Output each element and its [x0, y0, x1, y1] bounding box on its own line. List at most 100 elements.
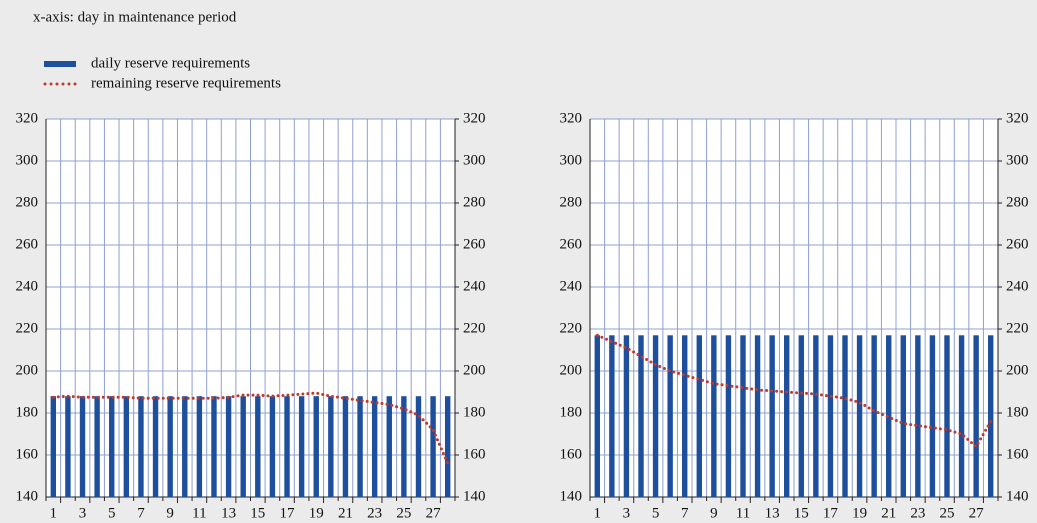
- y2-tick-label: 280: [463, 194, 486, 210]
- bar: [638, 335, 644, 497]
- y2-tick-label: 220: [1006, 320, 1029, 336]
- bar: [988, 335, 994, 497]
- bar: [284, 396, 290, 497]
- x-tick-label: 15: [250, 505, 265, 521]
- bar: [94, 396, 100, 497]
- bar: [944, 335, 950, 497]
- x-tick-label: 23: [367, 505, 382, 521]
- bar: [357, 396, 363, 497]
- y2-tick-label: 320: [463, 110, 486, 126]
- x-tick-label: 21: [338, 505, 353, 521]
- legend-label: remaining reserve requirements: [91, 75, 281, 91]
- x-tick-label: 21: [881, 505, 896, 521]
- bar: [123, 396, 130, 497]
- bar: [827, 335, 834, 497]
- y2-tick-label: 320: [1006, 110, 1029, 126]
- y-tick-label: 240: [560, 278, 583, 294]
- x-tick-label: 1: [594, 505, 602, 521]
- y-tick-label: 320: [16, 110, 39, 126]
- bar: [725, 335, 732, 497]
- y2-tick-label: 180: [463, 404, 486, 420]
- bar: [401, 396, 407, 497]
- bar: [696, 335, 702, 497]
- y2-tick-label: 200: [463, 362, 486, 378]
- y-tick-label: 140: [16, 488, 39, 504]
- x-tick-label: 11: [192, 505, 206, 521]
- bar: [754, 335, 761, 497]
- y-tick-label: 220: [16, 320, 39, 336]
- bar: [609, 335, 615, 497]
- y2-tick-label: 260: [1006, 236, 1029, 252]
- y-tick-label: 300: [16, 152, 39, 168]
- y-tick-label: 280: [560, 194, 583, 210]
- x-tick-label: 25: [396, 505, 411, 521]
- y-tick-label: 260: [560, 236, 583, 252]
- bar: [973, 335, 979, 497]
- y-tick-label: 160: [16, 446, 39, 462]
- bar: [240, 396, 246, 497]
- bar: [65, 396, 71, 497]
- bar: [211, 396, 217, 497]
- x-tick-label: 19: [309, 505, 324, 521]
- y2-tick-label: 260: [463, 236, 486, 252]
- bar: [623, 335, 630, 497]
- x-tick-label: 11: [736, 505, 750, 521]
- x-tick-label: 17: [280, 505, 296, 521]
- bar: [386, 396, 392, 497]
- bar: [667, 335, 673, 497]
- x-tick-label: 15: [794, 505, 809, 521]
- y2-tick-label: 280: [1006, 194, 1029, 210]
- y-tick-label: 200: [16, 362, 39, 378]
- y2-tick-label: 140: [463, 488, 486, 504]
- line: [51, 391, 450, 465]
- bar: [813, 335, 819, 497]
- bar: [682, 335, 688, 497]
- bar: [652, 335, 659, 497]
- y-tick-label: 180: [560, 404, 583, 420]
- bar: [594, 335, 600, 497]
- bar: [152, 396, 159, 497]
- bar: [50, 396, 57, 497]
- y-tick-label: 240: [16, 278, 39, 294]
- bar: [430, 396, 436, 497]
- x-tick-label: 5: [652, 505, 660, 521]
- bar: [167, 396, 173, 497]
- y2-tick-label: 200: [1006, 362, 1029, 378]
- y-tick-label: 320: [560, 110, 583, 126]
- y-tick-label: 280: [16, 194, 39, 210]
- x-tick-label: 13: [221, 505, 236, 521]
- bar: [784, 335, 790, 497]
- x-tick-label: 19: [852, 505, 867, 521]
- bar: [929, 335, 936, 497]
- y2-tick-label: 140: [1006, 488, 1029, 504]
- x-tick-label: 17: [823, 505, 839, 521]
- x-tick-label: 9: [166, 505, 174, 521]
- y2-tick-label: 240: [463, 278, 486, 294]
- x-tick-label: 9: [710, 505, 718, 521]
- x-tick-label: 27: [426, 505, 442, 521]
- x-tick-label: 5: [108, 505, 116, 521]
- bar: [182, 396, 188, 497]
- y2-tick-label: 160: [463, 446, 486, 462]
- bar: [958, 335, 965, 497]
- bar: [313, 396, 319, 497]
- x-tick-label: 7: [681, 505, 689, 521]
- y2-tick-label: 240: [1006, 278, 1029, 294]
- y-tick-label: 260: [16, 236, 39, 252]
- legend-swatch-bar: [44, 61, 76, 67]
- y2-tick-label: 160: [1006, 446, 1029, 462]
- y-tick-label: 300: [560, 152, 583, 168]
- y-tick-label: 200: [560, 362, 583, 378]
- x-tick-label: 13: [765, 505, 780, 521]
- x-tick-label: 7: [137, 505, 145, 521]
- bar: [886, 335, 892, 497]
- bar: [769, 335, 775, 497]
- bar: [915, 335, 921, 497]
- bar: [871, 335, 877, 497]
- line: [595, 333, 993, 449]
- y-tick-label: 180: [16, 404, 39, 420]
- bar: [109, 396, 115, 497]
- bar: [711, 335, 717, 497]
- y2-tick-label: 180: [1006, 404, 1029, 420]
